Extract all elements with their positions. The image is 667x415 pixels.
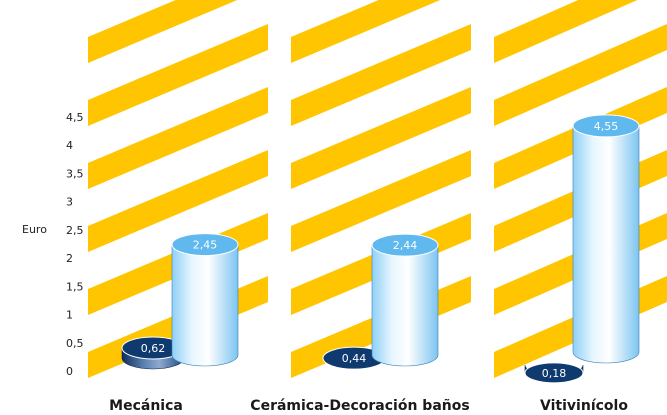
- y-axis: 0 0,5 1 1,5 2 2,5 3 3,5 4 4,5: [66, 111, 84, 378]
- y-tick-label: 0: [66, 365, 73, 378]
- bar-body: [573, 126, 639, 363]
- value-label: 2,45: [193, 239, 218, 252]
- y-tick-label: 1,5: [66, 280, 84, 293]
- bar: 2,45: [172, 234, 238, 366]
- value-label: 0,62: [141, 342, 166, 355]
- y-tick-label: 0,5: [66, 337, 84, 350]
- y-axis-label: Euro: [22, 223, 47, 236]
- y-tick-label: 2,5: [66, 224, 84, 237]
- y-tick-label: 4: [66, 139, 73, 152]
- bar-body: [172, 245, 238, 366]
- value-label: 4,55: [594, 120, 619, 133]
- bar: 2,44: [372, 234, 438, 366]
- category-label: Vitivinícolo: [540, 398, 628, 414]
- category-label: Mecánica: [109, 398, 183, 414]
- bar: 4,55: [573, 115, 639, 363]
- y-tick-label: 3: [66, 196, 73, 209]
- value-label: 2,44: [393, 239, 418, 252]
- y-tick-label: 3,5: [66, 167, 84, 180]
- value-label: 0,18: [542, 367, 567, 380]
- y-tick-label: 2: [66, 252, 73, 265]
- bar: 0,18: [525, 363, 583, 383]
- y-tick-label: 1: [66, 309, 73, 322]
- value-label: 0,44: [342, 352, 367, 365]
- bar-body: [372, 245, 438, 366]
- category-label: Cerámica-Decoración baños: [250, 398, 469, 414]
- y-tick-label: 4,5: [66, 111, 84, 124]
- category-labels: Mecánica Cerámica-Decoración baños Vitivin…: [109, 398, 628, 414]
